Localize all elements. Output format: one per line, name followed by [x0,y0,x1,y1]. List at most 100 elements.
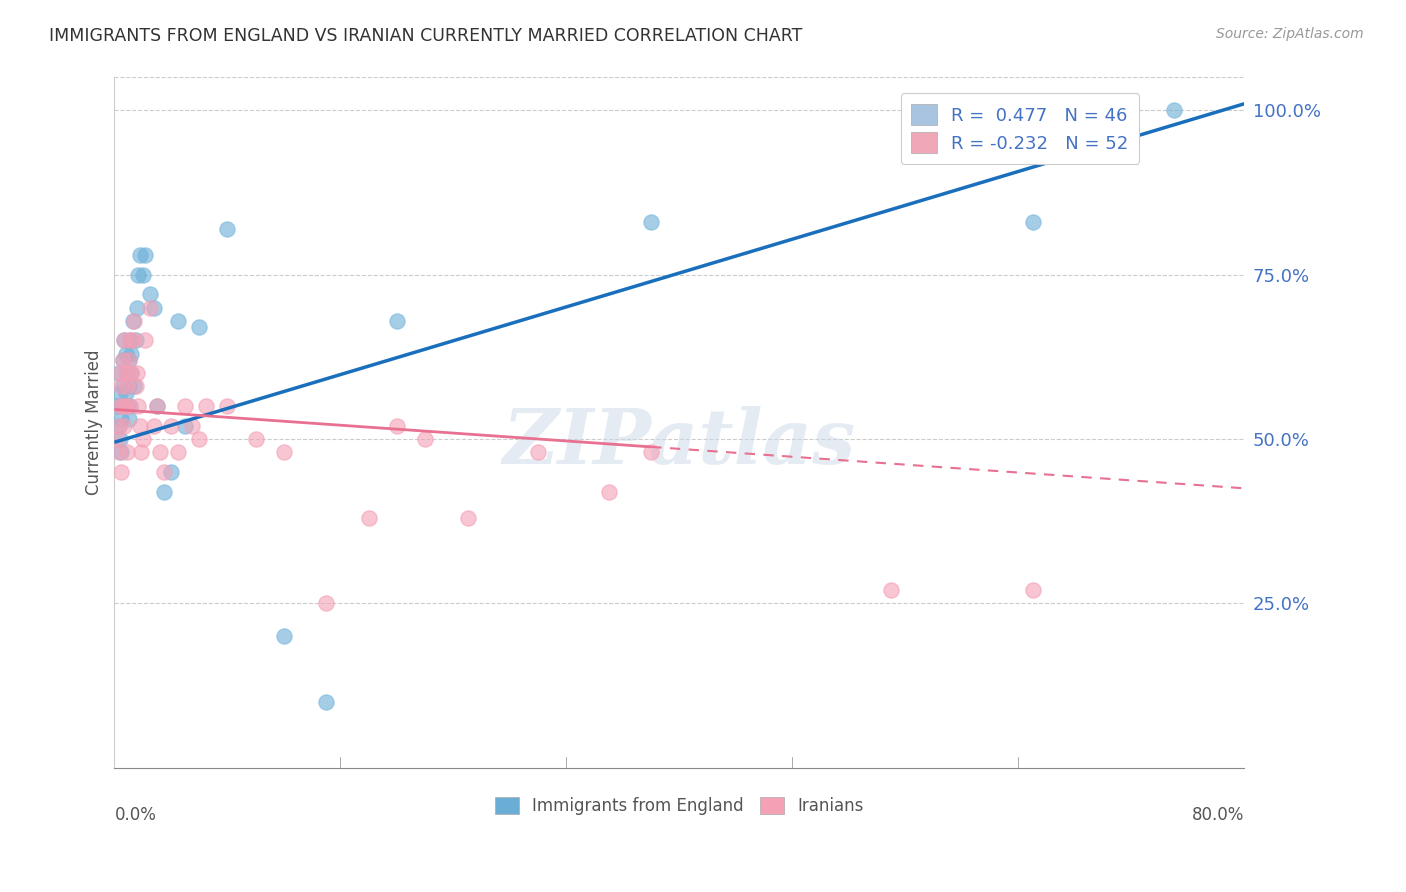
Point [124,334,146,348]
Point [111,379,134,393]
Point [107,418,129,433]
Point [181,418,204,433]
Point [125,366,148,380]
Point [114,366,136,380]
Point [110,465,132,479]
Point [115,379,138,393]
Point [149,445,172,459]
Point [217,221,239,235]
Point [111,353,134,368]
Point [153,484,176,499]
Point [127,268,149,282]
Point [357,511,380,525]
Point [138,287,160,301]
Point [107,445,129,459]
Point [1021,215,1043,229]
Text: IMMIGRANTS FROM ENGLAND VS IRANIAN CURRENTLY MARRIED CORRELATION CHART: IMMIGRANTS FROM ENGLAND VS IRANIAN CURRE… [49,27,803,45]
Point [167,314,190,328]
Text: Source: ZipAtlas.com: Source: ZipAtlas.com [1216,27,1364,41]
Point [273,629,295,643]
Legend: Immigrants from England, Iranians: Immigrants from England, Iranians [489,790,870,822]
Point [118,399,141,413]
Point [129,445,152,459]
Point [117,399,139,413]
Point [128,418,150,433]
Point [105,399,128,413]
Point [413,432,436,446]
Point [112,418,135,433]
Point [880,583,903,598]
Point [125,301,148,315]
Point [115,445,138,459]
Point [160,418,183,433]
Point [108,366,131,380]
Point [115,399,138,413]
Point [153,465,176,479]
Point [188,432,211,446]
Point [174,399,197,413]
Point [188,320,211,334]
Point [110,379,132,393]
Point [108,432,131,446]
Point [273,445,295,459]
Point [108,399,131,413]
Text: ZIPatlas: ZIPatlas [503,406,856,480]
Point [128,248,150,262]
Point [122,379,145,393]
Point [315,596,337,610]
Point [121,314,143,328]
Point [120,366,142,380]
Point [115,366,138,380]
Point [122,314,145,328]
Point [146,399,169,413]
Point [114,346,136,360]
Text: 0.0%: 0.0% [114,805,156,823]
Point [120,346,142,360]
Point [146,399,169,413]
Point [245,432,267,446]
Point [120,366,142,380]
Point [385,314,408,328]
Point [117,353,139,368]
Point [111,399,134,413]
Point [107,418,129,433]
Point [117,353,139,368]
Point [114,399,136,413]
Point [174,418,197,433]
Point [1021,583,1043,598]
Point [640,445,662,459]
Point [143,301,166,315]
Point [131,268,153,282]
Point [110,399,132,413]
Point [124,379,146,393]
Point [118,334,141,348]
Point [217,399,239,413]
Point [110,445,132,459]
Point [167,445,190,459]
Point [127,399,149,413]
Point [131,432,153,446]
Point [195,399,218,413]
Point [107,366,129,380]
Point [598,484,620,499]
Point [640,215,662,229]
Point [118,334,141,348]
Y-axis label: Currently Married: Currently Married [86,350,103,495]
Point [527,445,550,459]
Point [111,353,134,368]
Point [114,386,136,401]
Point [117,379,139,393]
Point [105,432,128,446]
Point [143,418,166,433]
Point [315,695,337,709]
Point [112,399,135,413]
Point [1163,103,1185,118]
Point [121,334,143,348]
Point [110,412,132,426]
Point [112,334,135,348]
Point [138,301,160,315]
Point [134,334,156,348]
Point [108,386,131,401]
Point [117,412,139,426]
Point [457,511,479,525]
